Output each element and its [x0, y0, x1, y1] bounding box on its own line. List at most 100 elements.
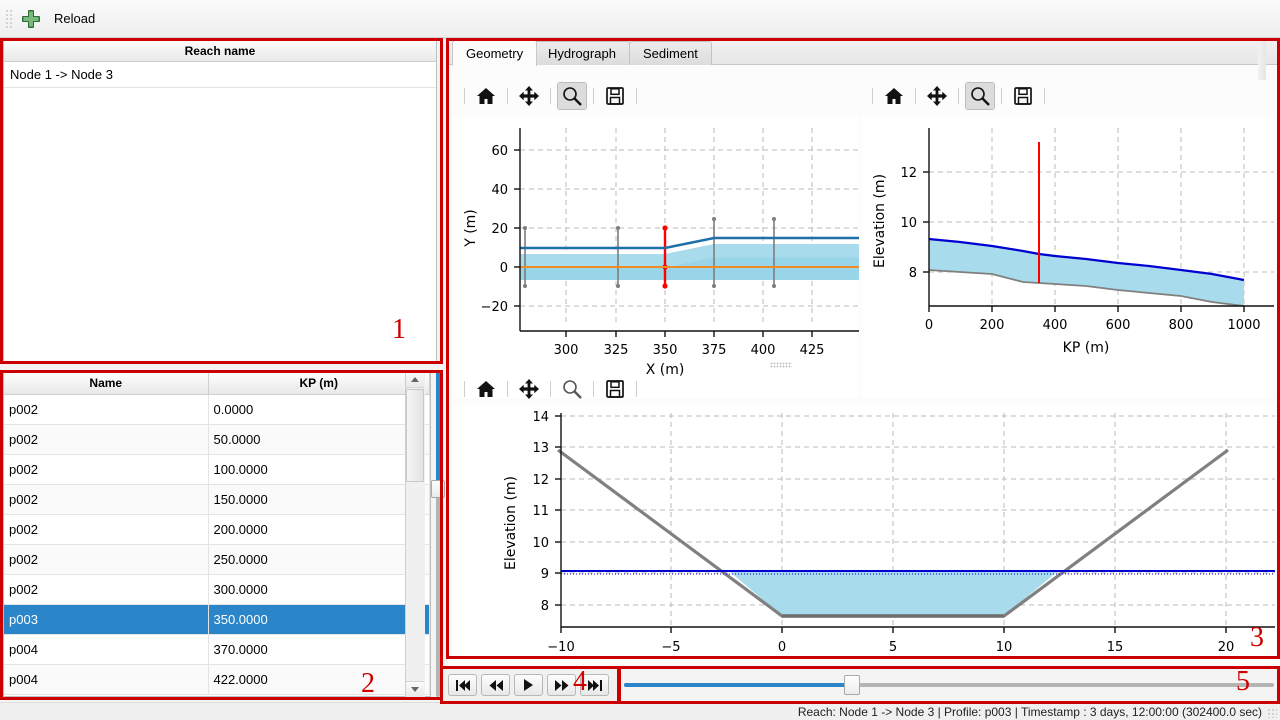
reach-list-item[interactable]: Node 1 -> Node 3	[4, 62, 436, 88]
table-row[interactable]: p002 0.0000	[4, 394, 430, 425]
reload-button[interactable]: Reload	[54, 11, 96, 26]
save-icon[interactable]	[1008, 82, 1038, 110]
profile-table-scrollbar[interactable]	[405, 372, 425, 697]
xs-ytick: 13	[532, 441, 549, 456]
annotation-label-1: 1	[392, 314, 406, 345]
cell-name[interactable]: p002	[4, 484, 209, 515]
zoom-icon[interactable]	[557, 82, 587, 110]
cell-kp[interactable]: 350.0000	[208, 604, 430, 635]
cell-name[interactable]: p002	[4, 514, 209, 545]
xs-ytick: 10	[532, 536, 549, 551]
long-xaxis-label: KP (m)	[1063, 340, 1110, 356]
cell-name[interactable]: p004	[4, 664, 209, 695]
table-row[interactable]: p002 150.0000	[4, 484, 430, 515]
xs-ytick: 14	[532, 410, 549, 425]
zoom-icon[interactable]	[557, 375, 587, 403]
slider-knob[interactable]	[844, 675, 860, 695]
status-bar: Reach: Node 1 -> Node 3 | Profile: p003 …	[0, 702, 1280, 720]
save-icon[interactable]	[600, 375, 630, 403]
skip-to-start-icon[interactable]	[448, 674, 477, 696]
view-tabstrip: Geometry Hydrograph Sediment	[448, 38, 1280, 66]
table-row[interactable]: p004 370.0000	[4, 634, 430, 665]
rewind-icon[interactable]	[481, 674, 510, 696]
reach-name-column-header[interactable]: Reach name	[4, 41, 436, 62]
plus-icon[interactable]	[22, 9, 40, 28]
fast-forward-icon[interactable]	[547, 674, 576, 696]
horizontal-splitter-handle[interactable]	[770, 362, 792, 368]
table-row[interactable]: p004 422.0000	[4, 664, 430, 695]
home-icon[interactable]	[879, 82, 909, 110]
cell-kp[interactable]: 422.0000	[208, 664, 430, 695]
plan-ytick: 20	[491, 222, 508, 237]
zoom-icon[interactable]	[965, 82, 995, 110]
cell-kp[interactable]: 100.0000	[208, 454, 430, 485]
scroll-down-arrow-icon[interactable]	[406, 681, 424, 697]
cell-kp[interactable]: 200.0000	[208, 514, 430, 545]
move-icon[interactable]	[922, 82, 952, 110]
slider-fill	[624, 683, 852, 687]
move-icon[interactable]	[514, 82, 544, 110]
table-header-row: Name KP (m)	[4, 373, 430, 395]
tab-geometry[interactable]: Geometry	[452, 40, 538, 66]
plan-view-plot[interactable]: −20 0 20 40 60 300 325 350 375 400 425 X…	[453, 116, 859, 398]
scroll-up-arrow-icon[interactable]	[406, 372, 424, 388]
cell-kp[interactable]: 250.0000	[208, 544, 430, 575]
tab-sediment[interactable]: Sediment	[629, 41, 712, 65]
longitudinal-view-toolbar	[866, 74, 1051, 118]
column-header-name[interactable]: Name	[4, 373, 209, 395]
slider-track	[624, 683, 1274, 687]
table-row[interactable]: p002 300.0000	[4, 574, 430, 605]
annotation-label-3: 3	[1250, 622, 1264, 653]
playback-controls	[442, 668, 618, 702]
skip-to-end-icon[interactable]	[580, 674, 609, 696]
table-row[interactable]: p003 350.0000	[4, 604, 430, 635]
play-icon[interactable]	[514, 674, 543, 696]
cell-name[interactable]: p002	[4, 424, 209, 455]
cell-name[interactable]: p004	[4, 634, 209, 665]
cell-kp[interactable]: 50.0000	[208, 424, 430, 455]
timestep-slider[interactable]	[622, 668, 1276, 702]
home-icon[interactable]	[471, 375, 501, 403]
long-ytick: 8	[909, 266, 917, 281]
right-edge-scrollbar[interactable]	[1258, 40, 1266, 80]
table-row[interactable]: p002 250.0000	[4, 544, 430, 575]
vertical-value-slider[interactable]	[431, 372, 445, 697]
table-row[interactable]: p002 200.0000	[4, 514, 430, 545]
cell-name[interactable]: p002	[4, 574, 209, 605]
cell-name[interactable]: p003	[4, 604, 209, 635]
plan-xtick: 400	[751, 343, 776, 358]
slider-knob[interactable]	[431, 480, 445, 498]
plan-xaxis-label: X (m)	[646, 362, 685, 378]
save-icon[interactable]	[600, 82, 630, 110]
table-row[interactable]: p002 50.0000	[4, 424, 430, 455]
slider-fill	[436, 372, 440, 490]
annotation-label-4: 4	[573, 666, 587, 697]
resize-grip[interactable]	[1267, 708, 1277, 718]
tab-hydrograph[interactable]: Hydrograph	[534, 41, 630, 65]
home-icon[interactable]	[471, 82, 501, 110]
plan-xtick: 325	[604, 343, 629, 358]
cell-name[interactable]: p002	[4, 394, 209, 425]
cell-kp[interactable]: 0.0000	[208, 394, 430, 425]
reach-list-panel: Reach name Node 1 -> Node 3	[3, 40, 437, 362]
xs-xtick: 0	[778, 640, 786, 655]
column-header-kp[interactable]: KP (m)	[208, 373, 430, 395]
longitudinal-profile-plot[interactable]: 8 10 12 0 200 400 600 800 1000 KP (m) El…	[862, 116, 1274, 398]
cell-name[interactable]: p002	[4, 454, 209, 485]
cell-name[interactable]: p002	[4, 544, 209, 575]
plan-view-toolbar	[458, 74, 643, 118]
table-row[interactable]: p002 100.0000	[4, 454, 430, 485]
long-xtick: 1000	[1227, 318, 1260, 333]
cross-section-plot[interactable]: 8 9 10 11 12 13 14 −10 −5 0 5 10 15 20	[453, 405, 1275, 661]
move-icon[interactable]	[514, 375, 544, 403]
xs-xtick: −10	[547, 640, 574, 655]
cell-kp[interactable]: 300.0000	[208, 574, 430, 605]
cell-kp[interactable]: 370.0000	[208, 634, 430, 665]
toolbar-drag-handle[interactable]	[4, 7, 14, 30]
long-ytick: 10	[900, 216, 917, 231]
xs-xtick: 20	[1218, 640, 1235, 655]
cell-kp[interactable]: 150.0000	[208, 484, 430, 515]
scrollbar-thumb[interactable]	[406, 389, 424, 482]
long-ytick: 12	[900, 166, 917, 181]
